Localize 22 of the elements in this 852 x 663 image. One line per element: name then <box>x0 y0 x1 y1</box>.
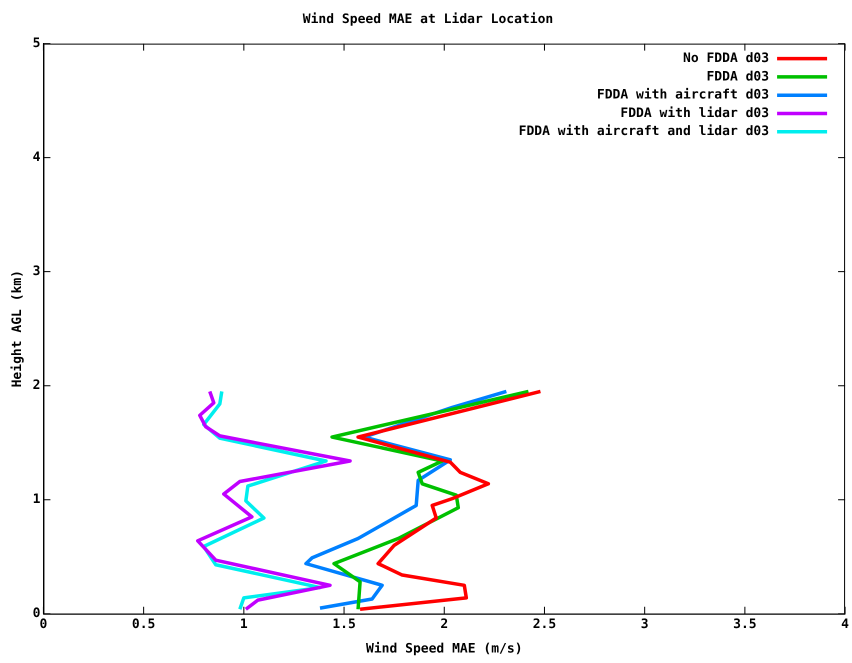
y-tick-label: 0 <box>32 606 41 622</box>
y-tick-label: 5 <box>32 36 40 51</box>
legend-label: FDDA with lidar d03 <box>620 106 770 121</box>
x-tick-label: 0.5 <box>132 616 156 632</box>
x-tick-label: 3.5 <box>733 616 757 632</box>
x-tick-label: 2.5 <box>532 616 556 632</box>
legend-label: FDDA d03 <box>706 69 770 84</box>
chart-title: Wind Speed MAE at Lidar Location <box>302 12 554 28</box>
y-tick-label: 1 <box>32 492 41 508</box>
x-tick-label: 2 <box>440 616 448 632</box>
y-tick-label: 3 <box>32 264 40 280</box>
legend-label: FDDA with aircraft and lidar d03 <box>518 124 770 140</box>
y-tick-label: 2 <box>32 378 40 394</box>
x-tick-label: 1.5 <box>332 616 356 632</box>
legend-label: No FDDA d03 <box>682 50 770 66</box>
y-tick-label: 4 <box>32 150 41 166</box>
x-tick-label: 3 <box>640 616 649 632</box>
y-axis-title: Height AGL (km) <box>10 270 26 388</box>
x-tick-label: 4 <box>841 616 850 632</box>
legend-label: FDDA with aircraft d03 <box>596 88 770 103</box>
x-axis-title: Wind Speed MAE (m/s) <box>366 642 523 657</box>
x-tick-label: 1 <box>240 616 248 632</box>
